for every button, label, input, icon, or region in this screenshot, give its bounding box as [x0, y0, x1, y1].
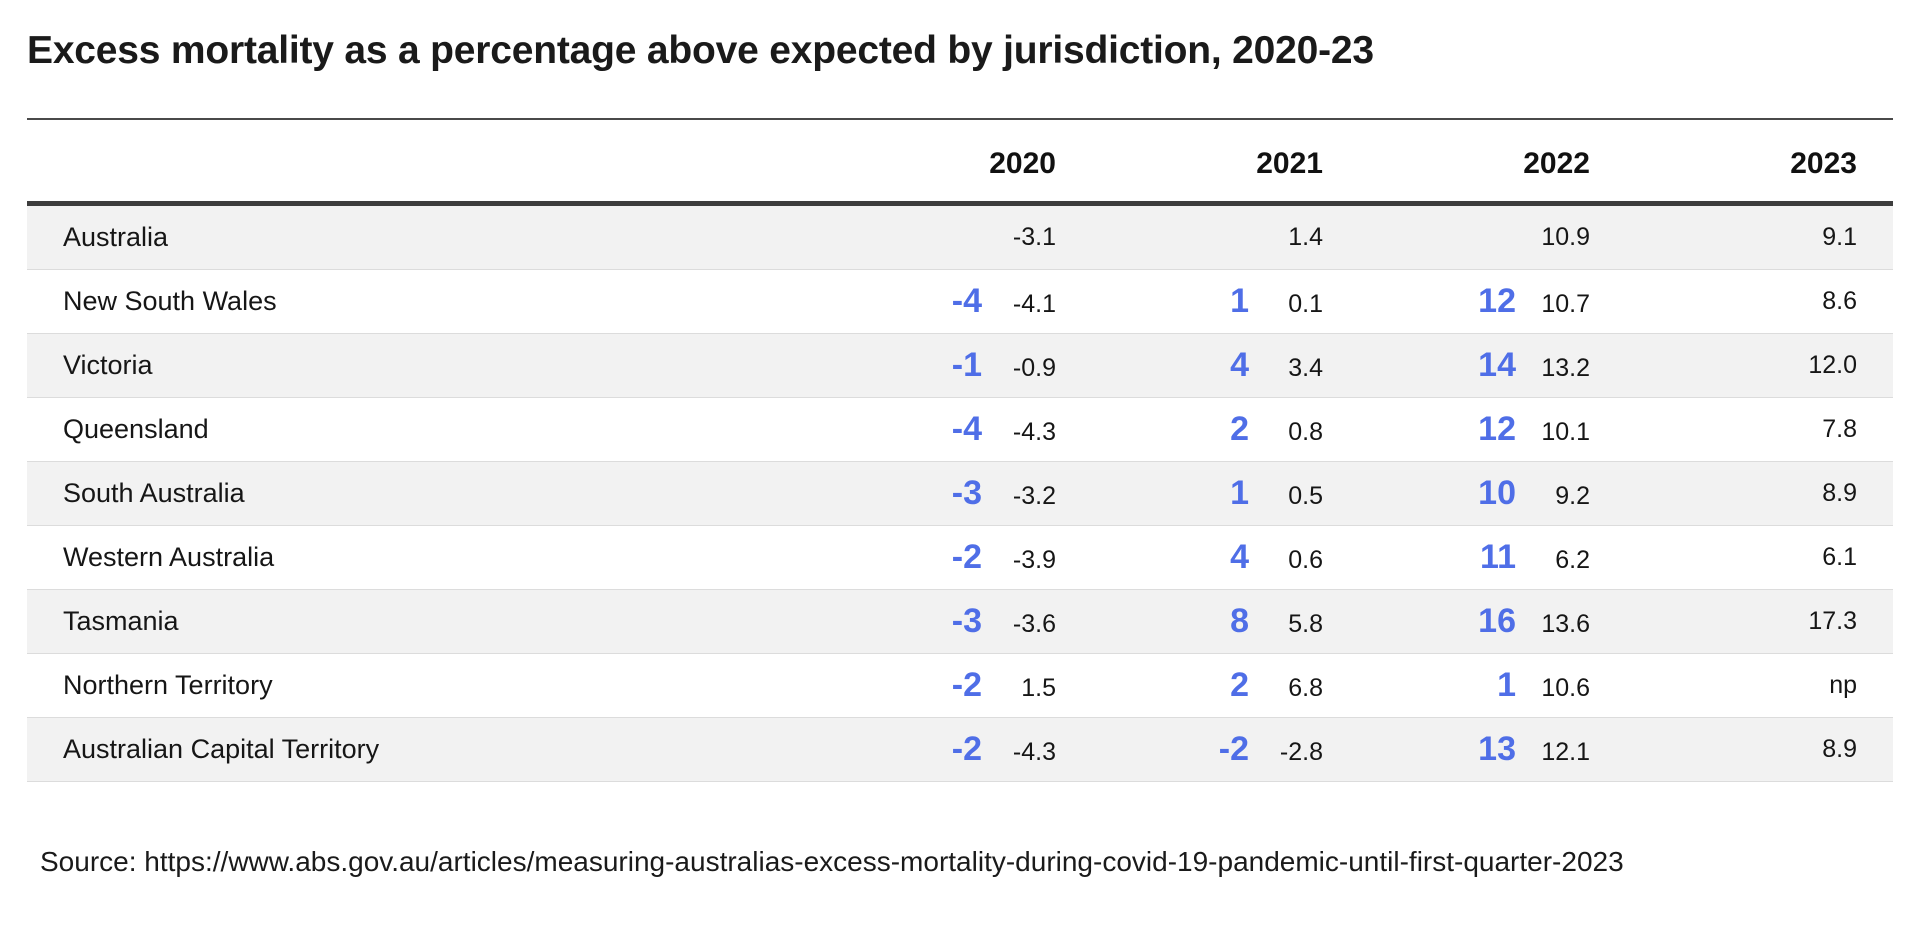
title-divider — [27, 117, 1893, 120]
rounded-value: -1 — [951, 345, 982, 384]
table-header-row: 2020 2021 2022 2023 — [27, 128, 1893, 206]
rounded-value: 16 — [1478, 601, 1516, 640]
decimal-value: 9.1 — [1822, 222, 1857, 251]
decimal-value: 12.1 — [1541, 737, 1590, 766]
decimal-value: 10.1 — [1541, 417, 1590, 446]
decimal-value: 3.4 — [1288, 353, 1323, 382]
decimal-value: -4.3 — [1012, 417, 1056, 446]
decimal-value: -4.1 — [1012, 289, 1056, 318]
jurisdiction-label: Australian Capital Territory — [63, 733, 380, 764]
rounded-value: -2 — [951, 729, 982, 768]
jurisdiction-label: Northern Territory — [63, 669, 273, 700]
rounded-value: 1 — [1230, 281, 1249, 320]
rounded-value: -2 — [951, 537, 982, 576]
decimal-value: 8.6 — [1822, 286, 1857, 315]
decimal-value: 13.6 — [1541, 609, 1590, 638]
rounded-value: -3 — [951, 473, 982, 512]
decimal-value: 10.6 — [1541, 673, 1590, 702]
decimal-value: 9.2 — [1555, 481, 1590, 510]
decimal-value: -3.9 — [1012, 545, 1056, 574]
page-title: Excess mortality as a percentage above e… — [27, 29, 1374, 72]
decimal-value: 8.9 — [1822, 734, 1857, 763]
table-row: Northern Territory -2 1.5 2 6.8 1 10.6 np — [27, 654, 1893, 718]
table-row: Tasmania -3 -3.6 8 5.8 16 13.6 17.3 — [27, 589, 1893, 654]
decimal-value: 12.0 — [1808, 350, 1857, 379]
source-text: Source: https://www.abs.gov.au/articles/… — [40, 845, 1624, 877]
column-header-2021: 2021 — [1256, 147, 1323, 181]
table-row: Australia -3.1 1.4 10.9 9.1 — [27, 205, 1893, 270]
decimal-value: 0.6 — [1288, 545, 1323, 574]
decimal-value: -3.1 — [1012, 222, 1056, 251]
rounded-value: 10 — [1478, 473, 1516, 512]
decimal-value: 0.8 — [1288, 417, 1323, 446]
decimal-value: -3.2 — [1012, 481, 1056, 510]
table-row: Western Australia -2 -3.9 4 0.6 11 6.2 6.1 — [27, 526, 1893, 590]
decimal-value: 1.4 — [1288, 222, 1323, 251]
decimal-value: -2.8 — [1279, 737, 1323, 766]
decimal-value: 8.9 — [1822, 478, 1857, 507]
decimal-value: 17.3 — [1808, 606, 1857, 635]
page: Excess mortality as a percentage above e… — [0, 28, 1920, 878]
rounded-value: 12 — [1478, 409, 1516, 448]
decimal-value: 6.8 — [1288, 673, 1323, 702]
decimal-value: 0.5 — [1288, 481, 1323, 510]
column-header-2023: 2023 — [1790, 147, 1857, 181]
table-row: South Australia -3 -3.2 1 0.5 10 9.2 8.9 — [27, 461, 1893, 526]
rounded-value: 4 — [1230, 537, 1249, 576]
decimal-value: 5.8 — [1288, 609, 1323, 638]
jurisdiction-label: Western Australia — [63, 541, 275, 572]
decimal-value: 10.7 — [1541, 289, 1590, 318]
rounded-value: 8 — [1230, 601, 1249, 640]
jurisdiction-label: New South Wales — [63, 285, 277, 316]
rounded-value: 1 — [1230, 473, 1249, 512]
decimal-value: 6.2 — [1555, 545, 1590, 574]
column-header-2020: 2020 — [989, 147, 1056, 181]
rounded-value: 2 — [1230, 409, 1249, 448]
rounded-value: -4 — [951, 281, 982, 320]
decimal-value: 13.2 — [1541, 353, 1590, 382]
rounded-value: 13 — [1478, 729, 1516, 768]
rounded-value: 4 — [1230, 345, 1249, 384]
table-row: New South Wales -4 -4.1 1 0.1 12 10.7 8.6 — [27, 270, 1893, 334]
rounded-value: -4 — [951, 409, 982, 448]
decimal-value: 7.8 — [1822, 414, 1857, 443]
jurisdiction-label: Tasmania — [63, 605, 179, 636]
rounded-value: 1 — [1497, 665, 1516, 704]
decimal-value: 6.1 — [1822, 542, 1857, 571]
decimal-value: 10.9 — [1541, 222, 1590, 251]
rounded-value: 2 — [1230, 665, 1249, 704]
jurisdiction-label: South Australia — [63, 477, 245, 508]
table-row: Victoria -1 -0.9 4 3.4 14 13.2 12.0 — [27, 333, 1893, 398]
decimal-value: 0.1 — [1288, 289, 1323, 318]
rounded-value: 11 — [1480, 537, 1516, 576]
decimal-value: -3.6 — [1012, 609, 1056, 638]
decimal-value: 1.5 — [1021, 673, 1056, 702]
rounded-value: -2 — [951, 665, 982, 704]
jurisdiction-label: Australia — [63, 221, 169, 252]
table-row: Queensland -4 -4.3 2 0.8 12 10.1 7.8 — [27, 398, 1893, 462]
decimal-value: -4.3 — [1012, 737, 1056, 766]
jurisdiction-label: Victoria — [63, 349, 153, 380]
table-row: Australian Capital Territory -2 -4.3 -2 -2… — [27, 717, 1893, 782]
rounded-value: -3 — [951, 601, 982, 640]
decimal-value: np — [1829, 670, 1857, 699]
rounded-value: -2 — [1218, 729, 1249, 768]
jurisdiction-label: Queensland — [63, 413, 209, 444]
mortality-table: Australia -3.1 1.4 10.9 9.1 New South Wa… — [27, 205, 1893, 782]
decimal-value: -0.9 — [1012, 353, 1056, 382]
rounded-value: 12 — [1478, 281, 1516, 320]
rounded-value: 14 — [1478, 345, 1516, 384]
column-header-2022: 2022 — [1523, 147, 1590, 181]
